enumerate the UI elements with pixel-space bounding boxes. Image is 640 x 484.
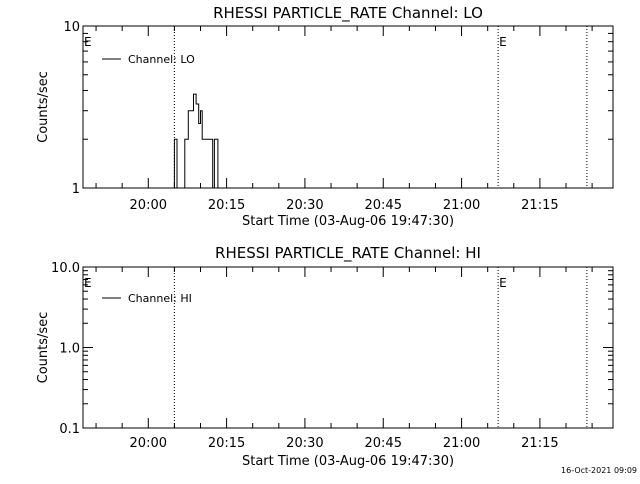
event-marker-label: E bbox=[499, 35, 507, 49]
y-tick-label: 1.0 bbox=[59, 342, 80, 357]
x-tick-label: 21:15 bbox=[521, 198, 558, 213]
event-marker-label: E bbox=[84, 276, 92, 290]
y-tick-label: 0.1 bbox=[59, 422, 80, 437]
x-tick-label: 20:30 bbox=[286, 198, 323, 213]
series-line bbox=[173, 93, 220, 189]
y-axis-label: Counts/sec bbox=[36, 312, 51, 384]
x-tick-label: 20:30 bbox=[286, 436, 323, 451]
x-tick-label: 20:00 bbox=[130, 198, 167, 213]
y-axis-label: Counts/sec bbox=[36, 71, 51, 143]
x-tick-label: 21:00 bbox=[443, 198, 480, 213]
footer-timestamp: 16-Oct-2021 09:09 bbox=[561, 466, 637, 475]
x-tick-label: 20:15 bbox=[208, 436, 245, 451]
event-marker-label: E bbox=[84, 35, 92, 49]
x-axis-label: Start Time (03-Aug-06 19:47:30) bbox=[242, 454, 454, 469]
x-tick-label: 21:00 bbox=[443, 436, 480, 451]
legend-label: Channel: LO bbox=[128, 53, 195, 66]
y-tick-label: 1 bbox=[72, 182, 80, 197]
y-tick-label: 10 bbox=[63, 20, 80, 35]
plot-frame bbox=[82, 25, 614, 189]
x-tick-label: 21:15 bbox=[521, 436, 558, 451]
y-tick-label: 10.0 bbox=[51, 261, 80, 276]
x-tick-label: 20:00 bbox=[130, 436, 167, 451]
panel-title: RHESSI PARTICLE_RATE Channel: HI bbox=[215, 244, 481, 263]
event-marker-label: E bbox=[499, 276, 507, 290]
x-axis-label: Start Time (03-Aug-06 19:47:30) bbox=[242, 214, 454, 229]
legend-label: Channel: HI bbox=[128, 292, 192, 305]
x-tick-label: 20:45 bbox=[365, 436, 402, 451]
panel-title: RHESSI PARTICLE_RATE Channel: LO bbox=[213, 4, 483, 23]
x-tick-label: 20:15 bbox=[208, 198, 245, 213]
x-tick-label: 20:45 bbox=[365, 198, 402, 213]
